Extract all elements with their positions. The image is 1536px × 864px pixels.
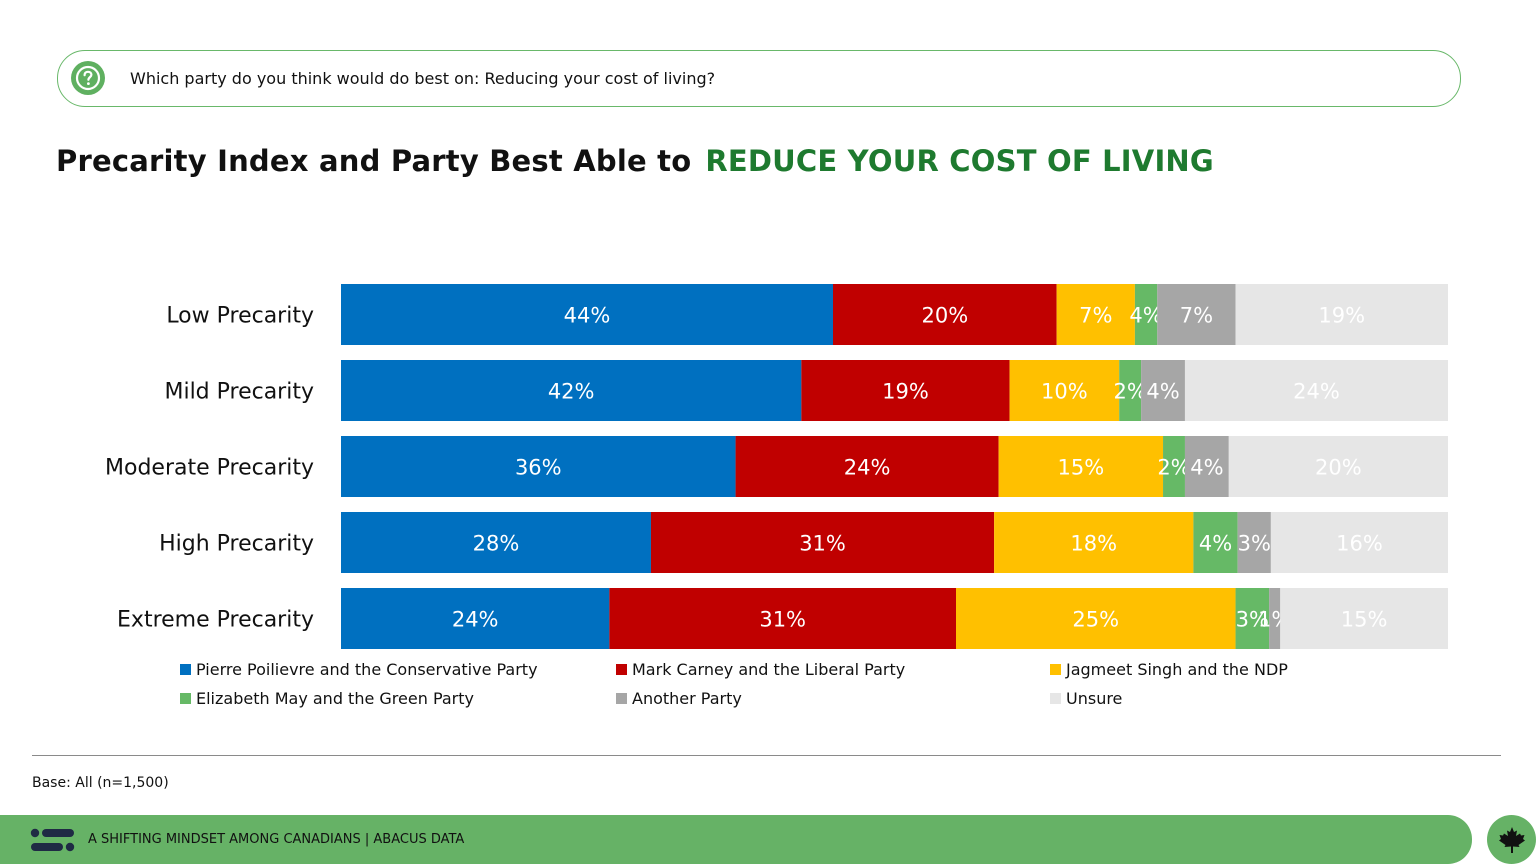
bar-segment <box>1119 360 1142 421</box>
bar-value-label: 10% <box>1041 380 1088 404</box>
question-text: Which party do you think would do best o… <box>130 69 716 88</box>
legend-item: Elizabeth May and the Green Party <box>180 689 474 708</box>
legend-label: Unsure <box>1066 689 1123 708</box>
bar-value-label: 31% <box>799 532 846 556</box>
bar-value-label: 3% <box>1236 608 1269 632</box>
bar-value-label: 4% <box>1129 304 1162 328</box>
bar-segment <box>1235 284 1448 345</box>
title-prefix: Precarity Index and Party Best Able to <box>56 144 692 178</box>
bar-value-label: 4% <box>1190 456 1223 480</box>
bar-segment <box>1237 512 1271 573</box>
bar-value-label: 20% <box>1315 456 1362 480</box>
legend-label: Pierre Poilievre and the Conservative Pa… <box>196 660 538 679</box>
legend-item: Unsure <box>1050 689 1122 708</box>
bar-value-label: 44% <box>564 304 611 328</box>
bar-segment <box>1184 360 1448 421</box>
bar-segment <box>1157 284 1236 345</box>
bar-value-label: 24% <box>1293 380 1340 404</box>
bar-value-label: 4% <box>1199 532 1232 556</box>
category-label: Mild Precarity <box>164 380 314 405</box>
title-highlight: REDUCE YOUR COST OF LIVING <box>705 144 1214 178</box>
bar-value-label: 15% <box>1341 608 1388 632</box>
legend-item: Another Party <box>616 689 742 708</box>
category-label: Extreme Precarity <box>117 608 314 633</box>
maple-leaf-icon <box>1487 815 1536 864</box>
bar-segment <box>341 284 833 345</box>
bar-value-label: 36% <box>515 456 562 480</box>
legend-label: Elizabeth May and the Green Party <box>196 689 474 708</box>
legend-item: Jagmeet Singh and the NDP <box>1050 660 1288 679</box>
stacked-bar-chart: Low Precarity 44% 20% 7% 4% 7% 19% Mild Precari… <box>105 284 1448 649</box>
bar-value-label: 4% <box>1146 380 1179 404</box>
bar-segment <box>833 284 1057 345</box>
bar-value-label: 18% <box>1070 532 1117 556</box>
bar-segment <box>735 436 999 497</box>
bar-value-label: 24% <box>452 608 499 632</box>
bar-segment <box>1056 284 1135 345</box>
legend-swatch <box>616 664 627 675</box>
category-label: Low Precarity <box>166 304 314 329</box>
legend-swatch <box>180 664 191 675</box>
bar-segment <box>341 360 802 421</box>
legend-swatch <box>1050 664 1061 675</box>
divider <box>32 755 1501 756</box>
bar-segment <box>609 588 956 649</box>
bar-value-label: 15% <box>1057 456 1104 480</box>
bar-segment <box>1235 588 1270 649</box>
bar-value-label: 7% <box>1180 304 1213 328</box>
bar-value-label: 42% <box>548 380 595 404</box>
bar-segment <box>1193 512 1238 573</box>
legend-item: Mark Carney and the Liberal Party <box>616 660 905 679</box>
bar-segment <box>1184 436 1229 497</box>
bar-value-label: 19% <box>882 380 929 404</box>
legend-swatch <box>180 693 191 704</box>
legend-swatch <box>616 693 627 704</box>
bar-segment <box>1280 588 1448 649</box>
footer-text: A SHIFTING MINDSET AMONG CANADIANS | ABA… <box>88 832 465 847</box>
question-box: Which party do you think would do best o… <box>57 50 1461 107</box>
bar-value-label: 28% <box>473 532 520 556</box>
bar-value-label: 16% <box>1336 532 1383 556</box>
footer-bar: A SHIFTING MINDSET AMONG CANADIANS | ABA… <box>0 815 1472 864</box>
bar-value-label: 19% <box>1318 304 1365 328</box>
bar-segment <box>1134 284 1158 345</box>
base-note: Base: All (n=1,500) <box>32 775 169 791</box>
bar-segment <box>1141 360 1185 421</box>
question-icon <box>71 61 105 95</box>
bar-segment <box>1269 588 1281 649</box>
bar-segment <box>1163 436 1185 497</box>
bar-segment <box>1270 512 1448 573</box>
legend-label: Another Party <box>632 689 742 708</box>
bar-segment <box>341 436 736 497</box>
legend-item: Pierre Poilievre and the Conservative Pa… <box>180 660 538 679</box>
category-label: Moderate Precarity <box>105 456 314 481</box>
bar-value-label: 3% <box>1238 532 1271 556</box>
bar-segment <box>994 512 1194 573</box>
bar-value-label: 24% <box>844 456 891 480</box>
bar-segment <box>341 512 651 573</box>
bar-segment <box>801 360 1010 421</box>
chart-legend: Pierre Poilievre and the Conservative Pa… <box>180 660 1380 720</box>
bar-segment <box>341 588 610 649</box>
bar-value-label: 25% <box>1072 608 1119 632</box>
legend-label: Mark Carney and the Liberal Party <box>632 660 906 679</box>
bar-value-label: 7% <box>1079 304 1112 328</box>
bar-segment <box>1228 436 1448 497</box>
category-label: High Precarity <box>159 532 314 557</box>
bar-segment <box>956 588 1236 649</box>
bar-value-label: 20% <box>921 304 968 328</box>
bar-segment <box>998 436 1164 497</box>
bar-segment <box>650 512 995 573</box>
legend-swatch <box>1050 693 1061 704</box>
legend-label: Jagmeet Singh and the NDP <box>1066 660 1288 679</box>
chart-title: Precarity Index and Party Best Able to RE… <box>56 144 1214 178</box>
abacus-logo-icon <box>30 828 76 854</box>
bar-value-label: 31% <box>759 608 806 632</box>
bar-segment <box>1009 360 1120 421</box>
